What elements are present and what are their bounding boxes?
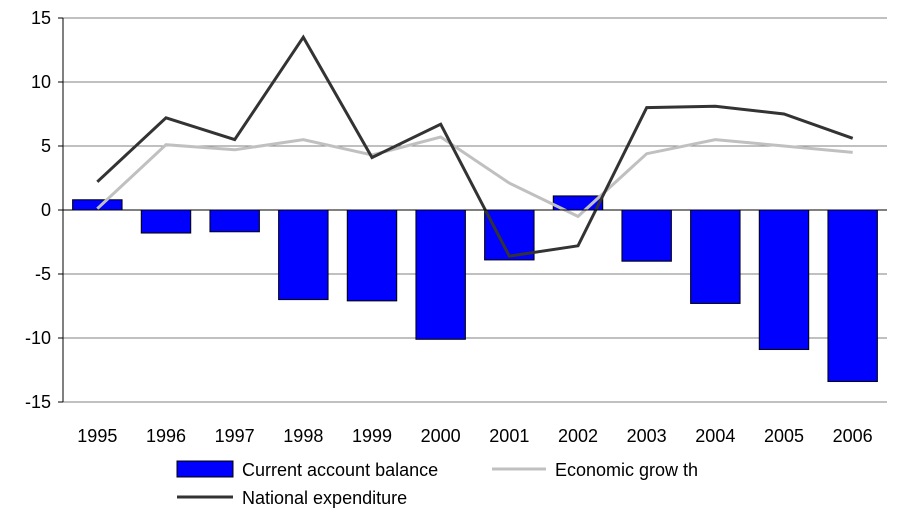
y-tick-labels: -15 -10 -5 0 5 10 15 — [25, 8, 51, 412]
series-line-national-expenditure — [96, 34, 854, 258]
legend-label-national-expenditure: National expenditure — [242, 488, 407, 508]
bar-2001 — [484, 209, 535, 261]
y-tick-label: 10 — [31, 72, 51, 92]
x-tick-label: 1997 — [215, 426, 255, 446]
legend-item-current-account: Current account balance — [176, 460, 438, 480]
bar-2000 — [415, 209, 466, 340]
axes — [58, 17, 887, 403]
x-tick-labels: 1995 1996 1997 1998 1999 2000 2001 2002 2003 2004… — [77, 426, 872, 446]
x-tick-label: 2000 — [421, 426, 461, 446]
y-tick-label: -15 — [25, 392, 51, 412]
x-tick-label: 1998 — [283, 426, 323, 446]
y-tick-label: -5 — [35, 264, 51, 284]
y-tick-label: 0 — [41, 200, 51, 220]
x-tick-label: 2006 — [833, 426, 873, 446]
y-tick-label: 5 — [41, 136, 51, 156]
x-tick-label: 2002 — [558, 426, 598, 446]
bar-1997 — [209, 209, 260, 233]
line-series — [96, 34, 854, 258]
legend-item-national-expenditure: National expenditure — [177, 488, 407, 508]
bar-2005 — [758, 209, 810, 351]
y-tick-label: 15 — [31, 8, 51, 28]
x-tick-label: 1996 — [146, 426, 186, 446]
legend-label-economic-growth: Economic grow th — [555, 460, 698, 480]
legend-label-current-account: Current account balance — [242, 460, 438, 480]
x-tick-label: 2004 — [695, 426, 735, 446]
x-tick-label: 2005 — [764, 426, 804, 446]
x-tick-label: 2003 — [627, 426, 667, 446]
bar-2003 — [621, 209, 672, 262]
legend-swatch-bar — [176, 460, 234, 478]
bar-2004 — [690, 209, 741, 304]
y-tick-label: -10 — [25, 328, 51, 348]
bar-1999 — [346, 209, 398, 302]
x-tick-label: 2001 — [489, 426, 529, 446]
legend: Current account balance Economic grow th… — [176, 460, 698, 508]
series-line-economic-grow-th — [96, 135, 853, 219]
x-tick-label: 1999 — [352, 426, 392, 446]
bar-1996 — [140, 209, 192, 234]
bar-2006 — [827, 209, 878, 383]
legend-item-economic-growth: Economic grow th — [492, 460, 698, 480]
bar-1998 — [278, 209, 329, 301]
bar-series — [72, 195, 878, 383]
x-tick-label: 1995 — [77, 426, 117, 446]
